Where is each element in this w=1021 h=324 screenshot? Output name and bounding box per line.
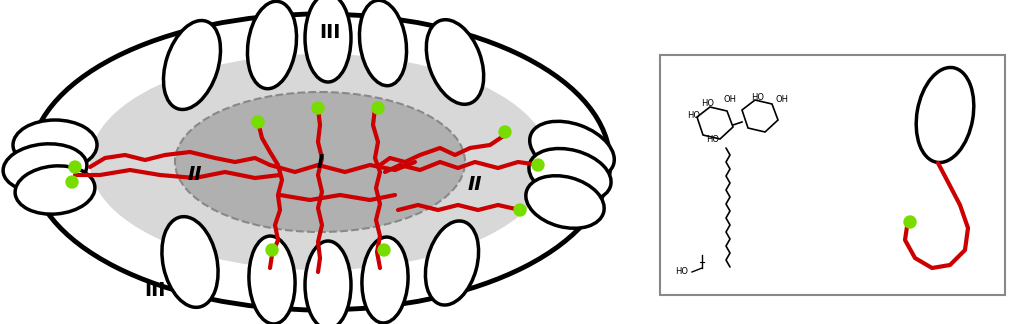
Ellipse shape <box>427 20 484 104</box>
Ellipse shape <box>361 237 408 323</box>
Text: II: II <box>468 176 482 194</box>
Circle shape <box>372 102 384 114</box>
Ellipse shape <box>15 166 95 214</box>
Ellipse shape <box>175 92 465 232</box>
Circle shape <box>378 244 390 256</box>
Ellipse shape <box>530 121 615 179</box>
Bar <box>660 55 1005 295</box>
Ellipse shape <box>30 14 610 310</box>
Ellipse shape <box>90 54 550 270</box>
Circle shape <box>69 161 81 173</box>
Ellipse shape <box>163 20 221 110</box>
Ellipse shape <box>529 148 612 202</box>
Ellipse shape <box>916 67 974 163</box>
Ellipse shape <box>526 176 604 228</box>
Ellipse shape <box>305 0 351 82</box>
Ellipse shape <box>305 241 351 324</box>
Text: III: III <box>144 281 165 299</box>
Circle shape <box>312 102 324 114</box>
Circle shape <box>66 176 78 188</box>
Ellipse shape <box>249 236 295 324</box>
Ellipse shape <box>247 1 296 89</box>
Text: HO: HO <box>676 268 688 276</box>
Text: HO: HO <box>751 92 765 101</box>
Text: III: III <box>320 22 341 41</box>
Text: HO: HO <box>687 111 700 121</box>
Circle shape <box>514 204 526 216</box>
Text: II: II <box>188 166 202 184</box>
Circle shape <box>904 216 916 228</box>
Circle shape <box>252 116 264 128</box>
Circle shape <box>499 126 510 138</box>
Text: OH: OH <box>724 96 736 105</box>
Text: HO: HO <box>707 135 720 145</box>
Text: HO: HO <box>701 98 715 108</box>
Text: OH: OH <box>776 96 788 105</box>
Circle shape <box>532 159 544 171</box>
Circle shape <box>266 244 278 256</box>
Ellipse shape <box>162 217 218 307</box>
Ellipse shape <box>13 120 97 170</box>
Ellipse shape <box>359 0 406 86</box>
Text: I: I <box>317 153 324 171</box>
Ellipse shape <box>3 144 87 192</box>
Ellipse shape <box>426 221 479 305</box>
